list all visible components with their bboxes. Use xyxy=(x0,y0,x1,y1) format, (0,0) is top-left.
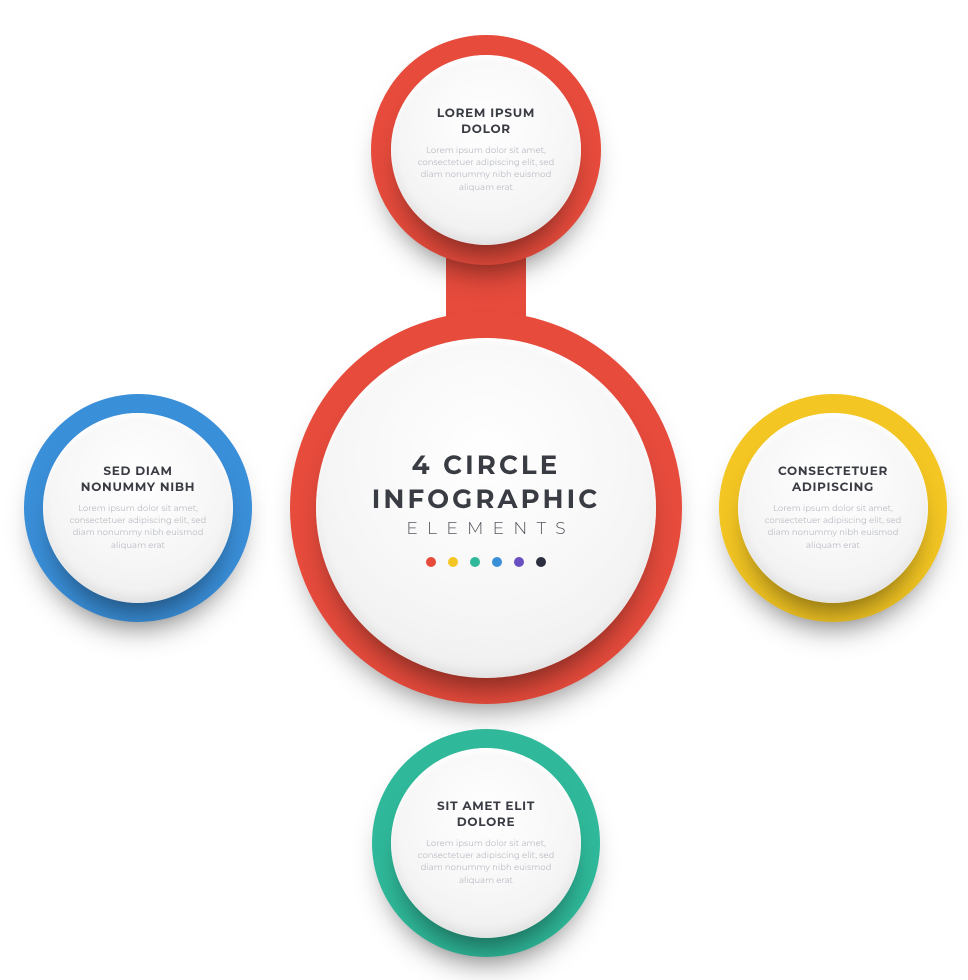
disc-center: 4 CIRCLE INFOGRAPHIC ELEMENTS xyxy=(316,338,656,678)
node-body: Lorem ipsum dolor sit amet, consectetuer… xyxy=(755,503,911,552)
accent-dot xyxy=(492,557,502,567)
node-title: LOREM IPSUM DOLOR xyxy=(437,106,535,138)
center-title: 4 CIRCLE INFOGRAPHIC xyxy=(372,449,600,517)
disc-top: LOREM IPSUM DOLOR Lorem ipsum dolor sit … xyxy=(391,55,581,245)
center-subtitle: ELEMENTS xyxy=(397,519,575,539)
infographic-stage: 4 CIRCLE INFOGRAPHIC ELEMENTS LOREM IPSU… xyxy=(0,0,968,980)
node-body: Lorem ipsum dolor sit amet, consectetuer… xyxy=(408,145,564,194)
accent-dot xyxy=(470,557,480,567)
node-title: CONSECTETUER ADIPISCING xyxy=(778,464,888,496)
disc-bottom: SIT AMET ELIT DOLORE Lorem ipsum dolor s… xyxy=(391,748,581,938)
accent-dot xyxy=(426,557,436,567)
accent-dot xyxy=(536,557,546,567)
node-title: SED DIAM NONUMMY NIBH xyxy=(81,464,195,496)
node-body: Lorem ipsum dolor sit amet, consectetuer… xyxy=(408,838,564,887)
node-title: SIT AMET ELIT DOLORE xyxy=(437,799,535,831)
center-dots xyxy=(426,557,546,567)
disc-left: SED DIAM NONUMMY NIBH Lorem ipsum dolor … xyxy=(43,413,233,603)
accent-dot xyxy=(514,557,524,567)
accent-dot xyxy=(448,557,458,567)
node-body: Lorem ipsum dolor sit amet, consectetuer… xyxy=(60,503,216,552)
disc-right: CONSECTETUER ADIPISCING Lorem ipsum dolo… xyxy=(738,413,928,603)
